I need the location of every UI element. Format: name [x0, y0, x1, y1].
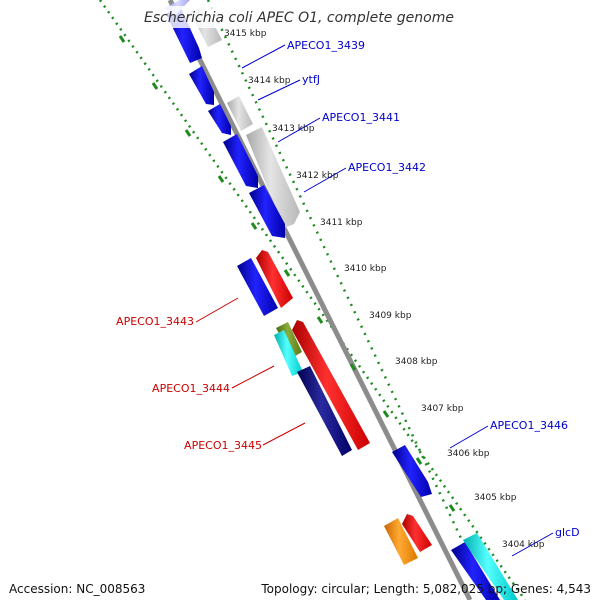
gene-forward-apeco1-3443-blue[interactable] [237, 258, 278, 316]
pseudo-gene-2[interactable] [227, 96, 253, 131]
tick-label: 3411 kbp [320, 218, 363, 228]
label-leaders [195, 44, 554, 557]
title-backdrop [140, 6, 460, 28]
feature-cyan-bottom[interactable] [463, 533, 518, 600]
tick-label: 3404 kbp [502, 540, 545, 550]
gene-labels: APECO1_3439 ytfJ APECO1_3441 APECO1_3442… [116, 39, 580, 539]
gene-reverse-red-lower[interactable] [402, 514, 432, 552]
gene-label-apeco1-3445[interactable]: APECO1_3445 [184, 439, 262, 452]
gene-reverse-apeco1-3443[interactable] [256, 250, 293, 308]
tick-label: 3409 kbp [369, 311, 412, 321]
feature-orange[interactable] [384, 518, 418, 565]
gene-label-apeco1-3439[interactable]: APECO1_3439 [287, 39, 365, 52]
map-title: Escherichia coli APEC O1, complete genom… [144, 10, 454, 26]
gene-reverse-apeco1-3444[interactable] [292, 320, 370, 450]
genome-summary-text: Topology: circular; Length: 5,082,025 bp… [261, 582, 591, 596]
gene-label-ytfj[interactable]: ytfJ [302, 73, 320, 86]
gene-label-apeco1-3441[interactable]: APECO1_3441 [322, 111, 400, 124]
tick-labels: 3415 kbp 3414 kbp 3413 kbp 3412 kbp 3411… [224, 29, 545, 550]
genome-backbone [167, 0, 473, 600]
feature-navy-apeco1-3445[interactable] [297, 366, 352, 456]
inner-tick-track [206, 0, 492, 600]
feature-cyan-mid[interactable] [274, 330, 303, 376]
gene-forward-apeco1-3446[interactable] [392, 445, 432, 497]
tick-label: 3414 kbp [248, 76, 291, 86]
tick-label: 3415 kbp [224, 29, 267, 39]
gene-label-apeco1-3443[interactable]: APECO1_3443 [116, 315, 194, 328]
tick-label: 3405 kbp [474, 493, 517, 503]
tick-label: 3406 kbp [447, 449, 490, 459]
tick-label: 3408 kbp [395, 357, 438, 367]
outer-tick-track [98, 0, 527, 600]
gene-forward-apeco1-3442a[interactable] [223, 134, 258, 188]
major-ticks [118, 35, 456, 512]
tick-label: 3410 kbp [344, 264, 387, 274]
tick-label: 3412 kbp [296, 171, 339, 181]
gene-forward-ytfj[interactable] [189, 66, 214, 105]
tick-label: 3413 kbp [272, 124, 315, 134]
gene-label-apeco1-3446[interactable]: APECO1_3446 [490, 419, 568, 432]
gene-label-apeco1-3442[interactable]: APECO1_3442 [348, 161, 426, 174]
accession-text: Accession: NC_008563 [9, 582, 146, 596]
pseudo-gene-3[interactable] [246, 127, 300, 228]
gene-label-apeco1-3444[interactable]: APECO1_3444 [152, 382, 230, 395]
gene-forward-glcd[interactable] [451, 542, 500, 600]
gene-label-glcd[interactable]: glcD [555, 526, 580, 539]
tick-label: 3407 kbp [421, 404, 464, 414]
gene-forward-apeco1-3441[interactable] [208, 104, 231, 135]
gene-forward-apeco1-3442b[interactable] [249, 185, 285, 238]
